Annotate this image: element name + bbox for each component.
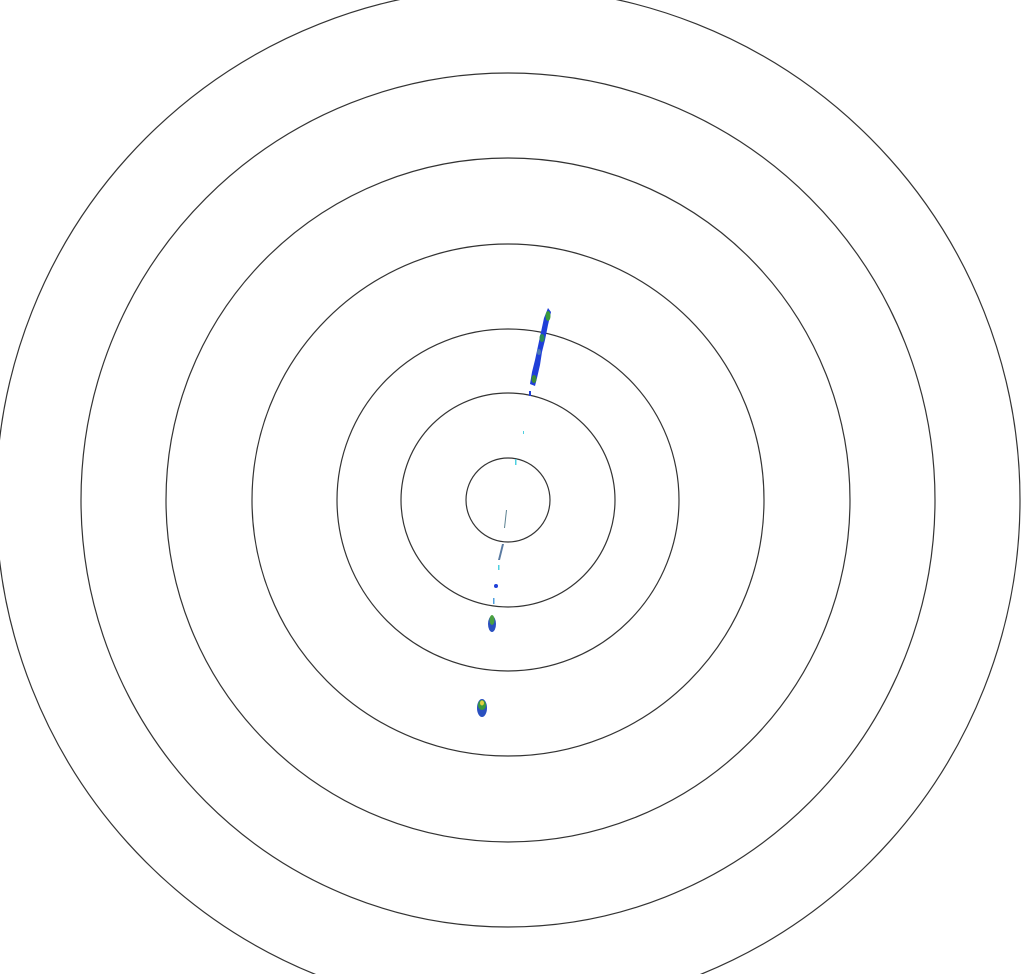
range-ring [80,72,936,928]
echo [493,598,495,604]
range-ring [400,392,616,608]
echo [498,565,500,570]
echo [539,334,545,342]
echo [530,308,551,386]
range-ring [336,328,680,672]
echo [480,700,484,706]
echo [531,375,537,383]
echo [545,311,551,321]
echo [494,584,498,588]
echo [537,349,541,355]
echo [523,431,524,434]
echoes [477,308,551,717]
range-ring [165,157,851,843]
echo [489,615,495,625]
range-ring [251,243,765,757]
echo [515,459,517,465]
range-ring [465,457,551,543]
echo [498,544,504,560]
echo [529,391,531,396]
echo [504,510,507,528]
